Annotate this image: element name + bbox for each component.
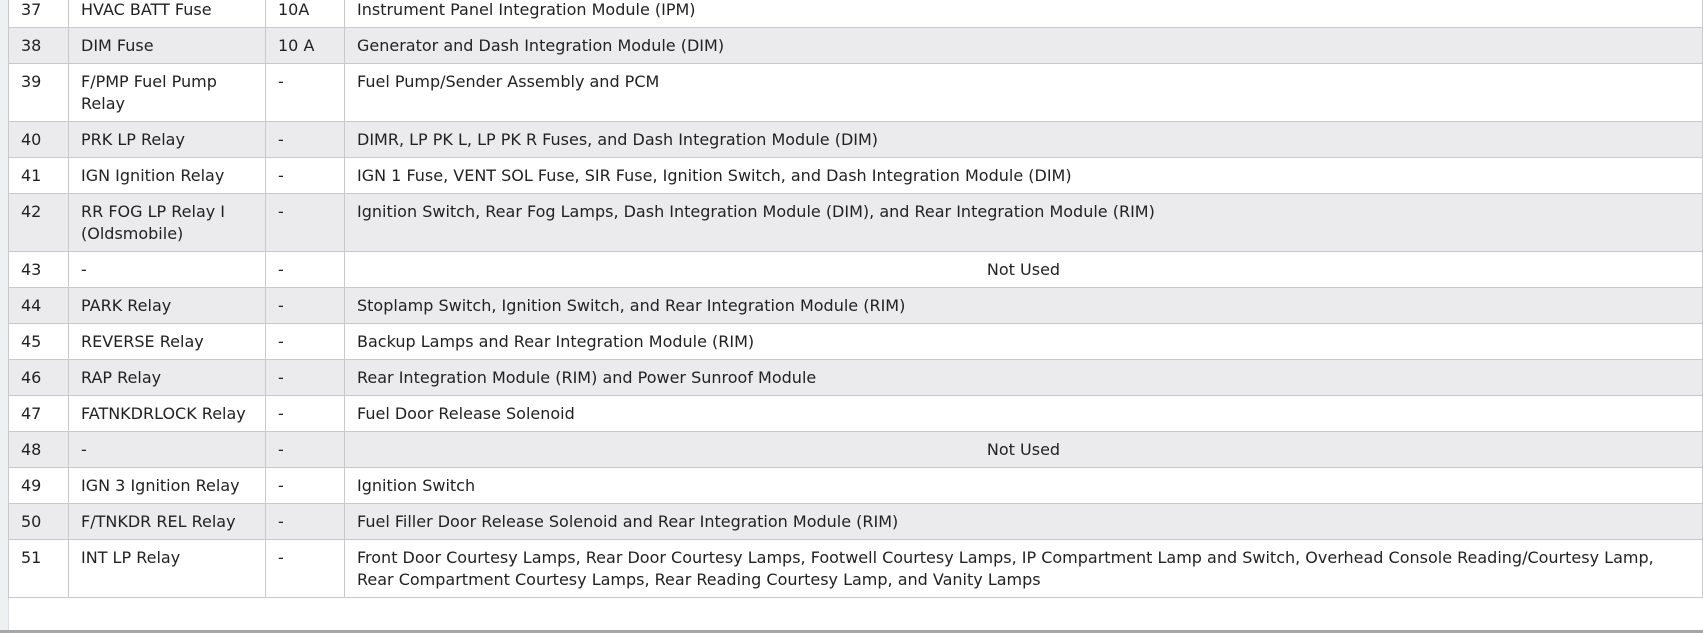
table-row: 44 PARK Relay - Stoplamp Switch, Ignition S… [8,287,1703,324]
circuit-protected-cell: DIMR, LP PK L, LP PK R Fuses, and Dash I… [344,121,1703,158]
table-row: 49 IGN 3 Ignition Relay - Ignition Switch [8,467,1703,504]
fuse-rating-cell: - [265,121,345,158]
table-row: 37 HVAC BATT Fuse 10A Instrument Panel Inte… [8,0,1703,28]
fuse-rating-cell: 10 A [265,27,345,64]
fuse-rating-cell: - [265,287,345,324]
circuit-protected-cell: Generator and Dash Integration Module (D… [344,27,1703,64]
table-row: 41 IGN Ignition Relay - IGN 1 Fuse, VENT SO… [8,157,1703,194]
fuse-number-cell: 37 [8,0,69,28]
fuse-name-cell: DIM Fuse [68,27,266,64]
table-row: 51 INT LP Relay - Front Door Courtesy Lamps… [8,539,1703,598]
fuse-number-cell: 44 [8,287,69,324]
fuse-rating-cell: - [265,359,345,396]
fuse-rating-cell: - [265,193,345,252]
fuse-number-cell: 41 [8,157,69,194]
fuse-number-cell: 45 [8,323,69,360]
table-row: 40 PRK LP Relay - DIMR, LP PK L, LP PK R Fu… [8,121,1703,158]
table-row: 43- - Not Used [8,251,1703,288]
circuit-protected-cell: IGN 1 Fuse, VENT SOL Fuse, SIR Fuse, Ign… [344,157,1703,194]
fuse-name-cell: FATNKDRLOCK Relay [68,395,266,432]
fuse-name-cell: F/TNKDR REL Relay [68,503,266,540]
fuse-rating-cell: - [265,251,345,288]
fuse-rating-cell: - [265,539,345,598]
table-row: 48- - Not Used [8,431,1703,468]
fuse-number-cell: 40 [8,121,69,158]
circuit-protected-cell: Stoplamp Switch, Ignition Switch, and Re… [344,287,1703,324]
circuit-protected-cell: Fuel Filler Door Release Solenoid and Re… [344,503,1703,540]
fuse-rating-cell: - [265,323,345,360]
circuit-protected-cell: Fuel Door Release Solenoid [344,395,1703,432]
fuse-name-cell: F/PMP Fuel Pump Relay [68,63,266,122]
table-row: 50 F/TNKDR REL Relay - Fuel Filler Door Rel… [8,503,1703,540]
circuit-protected-cell: Ignition Switch, Rear Fog Lamps, Dash In… [344,193,1703,252]
fuse-rating-cell: - [265,157,345,194]
circuit-protected-cell: Backup Lamps and Rear Integration Module… [344,323,1703,360]
fuse-number-cell: 49 [8,467,69,504]
fuse-rating-cell: 10A [265,0,345,28]
circuit-protected-cell: Instrument Panel Integration Module (IPM… [344,0,1703,28]
fuse-name-cell: IGN 3 Ignition Relay [68,467,266,504]
fuse-number-cell: 38 [8,27,69,64]
fuse-rating-cell: - [265,395,345,432]
fuse-number-cell: 39 [8,63,69,122]
table-row: 42 RR FOG LP Relay I (Oldsmobile) - Ignitio… [8,193,1703,252]
fuse-name-cell: RAP Relay [68,359,266,396]
fuse-name-cell: PARK Relay [68,287,266,324]
fuse-number-cell: 47 [8,395,69,432]
fuse-number-cell: 46 [8,359,69,396]
fuse-name-cell: IGN Ignition Relay [68,157,266,194]
table-row: 45 REVERSE Relay - Backup Lamps and Rear In… [8,323,1703,360]
fuse-name-cell: INT LP Relay [68,539,266,598]
fuse-rating-cell: - [265,503,345,540]
fuse-name-cell: HVAC BATT Fuse [68,0,266,28]
fuse-name-cell: - [68,431,266,468]
fuse-rating-cell: - [265,63,345,122]
circuit-protected-cell: Rear Integration Module (RIM) and Power … [344,359,1703,396]
fuse-number-cell: 51 [8,539,69,598]
fuse-name-cell: RR FOG LP Relay I (Oldsmobile) [68,193,266,252]
fuse-name-cell: - [68,251,266,288]
fuse-rating-cell: - [265,467,345,504]
circuit-protected-cell: Front Door Courtesy Lamps, Rear Door Cou… [344,539,1703,598]
scrollbar-edge [0,630,1703,633]
fuse-table-container: 37 HVAC BATT Fuse 10A Instrument Panel Inte… [8,0,1703,598]
table-row: 38 DIM Fuse 10 A Generator and Dash Integra… [8,27,1703,64]
fuse-name-cell: REVERSE Relay [68,323,266,360]
fuse-number-cell: 48 [8,431,69,468]
fuse-number-cell: 43 [8,251,69,288]
fuse-relay-table: 37 HVAC BATT Fuse 10A Instrument Panel Inte… [8,0,1703,598]
table-row: 47 FATNKDRLOCK Relay - Fuel Door Release So… [8,395,1703,432]
circuit-protected-cell: Fuel Pump/Sender Assembly and PCM [344,63,1703,122]
fuse-number-cell: 42 [8,193,69,252]
fuse-rating-cell: - [265,431,345,468]
fuse-number-cell: 50 [8,503,69,540]
table-row: 46 RAP Relay - Rear Integration Module (RIM… [8,359,1703,396]
circuit-protected-cell: Ignition Switch [344,467,1703,504]
circuit-protected-cell: Not Used [344,251,1703,288]
table-row: 39 F/PMP Fuel Pump Relay - Fuel Pump/Sender… [8,63,1703,122]
circuit-protected-cell: Not Used [344,431,1703,468]
fuse-name-cell: PRK LP Relay [68,121,266,158]
